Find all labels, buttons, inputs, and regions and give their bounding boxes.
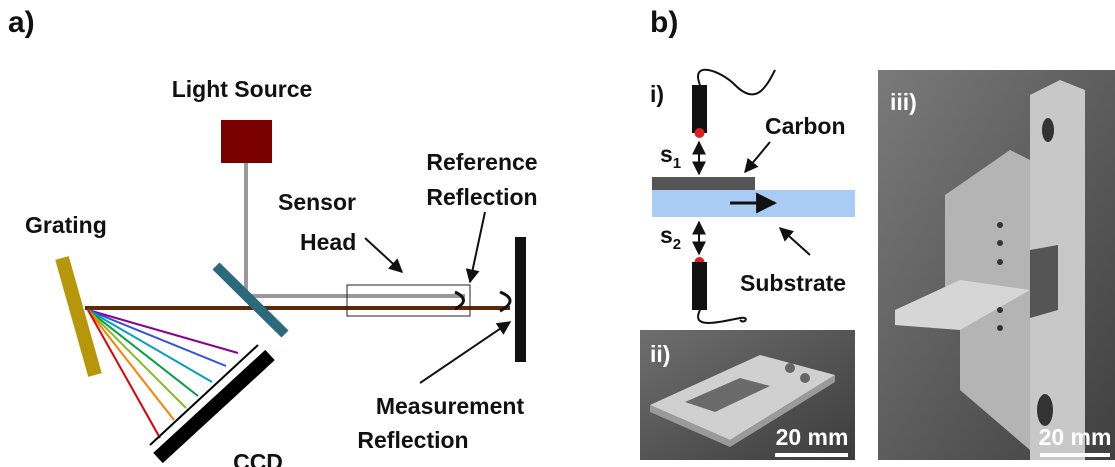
ccd <box>158 355 270 458</box>
hole <box>800 373 810 383</box>
subscript: 1 <box>673 155 681 172</box>
hole <box>997 307 1003 313</box>
arrow <box>365 238 402 272</box>
sensor <box>692 262 707 310</box>
symbol: s <box>660 222 673 248</box>
subpanel-label: iii) <box>890 89 917 115</box>
carbon-label: Carbon <box>765 113 846 139</box>
light-source-label: Light Source <box>172 76 313 102</box>
s2-label: s2 <box>660 222 681 253</box>
ccd-window <box>150 345 258 445</box>
arrow <box>780 228 810 255</box>
beam-splitter <box>216 266 285 334</box>
arrow <box>745 142 770 172</box>
cable <box>698 70 775 95</box>
ray <box>88 310 198 396</box>
substrate-label: Substrate <box>740 270 846 296</box>
panel-label: b) <box>650 6 678 39</box>
ccd-edge <box>152 346 262 448</box>
hole <box>1042 118 1054 142</box>
spectrum <box>88 310 238 438</box>
hole <box>997 259 1003 265</box>
arrow <box>470 212 485 282</box>
ray <box>88 310 160 438</box>
panel-label: a) <box>8 6 35 39</box>
cable <box>698 310 746 323</box>
arrow <box>420 322 510 383</box>
reference-label: Reflection <box>426 184 537 210</box>
subpanel-label: i) <box>650 81 664 107</box>
ccd-label: CCD <box>233 449 283 467</box>
subscript: 2 <box>673 236 681 253</box>
sensor-label: Head <box>300 229 356 255</box>
sensor-head <box>347 285 470 316</box>
measurement-label: Reflection <box>357 427 468 453</box>
measurement-label: Measurement <box>376 393 525 419</box>
reference-label: Reference <box>426 149 537 175</box>
hole <box>997 222 1003 228</box>
symbol: s <box>660 141 673 167</box>
hole <box>785 363 795 373</box>
scale-label: 20 mm <box>776 424 849 450</box>
slot <box>1030 245 1058 318</box>
hole <box>997 240 1003 246</box>
light-source <box>221 120 272 163</box>
sensor <box>692 85 707 133</box>
sensor-tip <box>695 128 705 138</box>
s1-label: s1 <box>660 141 681 172</box>
hole <box>1037 394 1053 426</box>
sensor-label: Sensor <box>278 189 356 215</box>
figure: a) Light Source Grating Sensor Head Refe… <box>0 0 1115 467</box>
grating <box>62 258 95 375</box>
mirror <box>515 237 526 362</box>
subpanel-label: ii) <box>650 341 670 367</box>
hole <box>997 325 1003 331</box>
grating-label: Grating <box>25 212 107 238</box>
scale-label: 20 mm <box>1039 424 1112 450</box>
carbon <box>652 177 755 190</box>
